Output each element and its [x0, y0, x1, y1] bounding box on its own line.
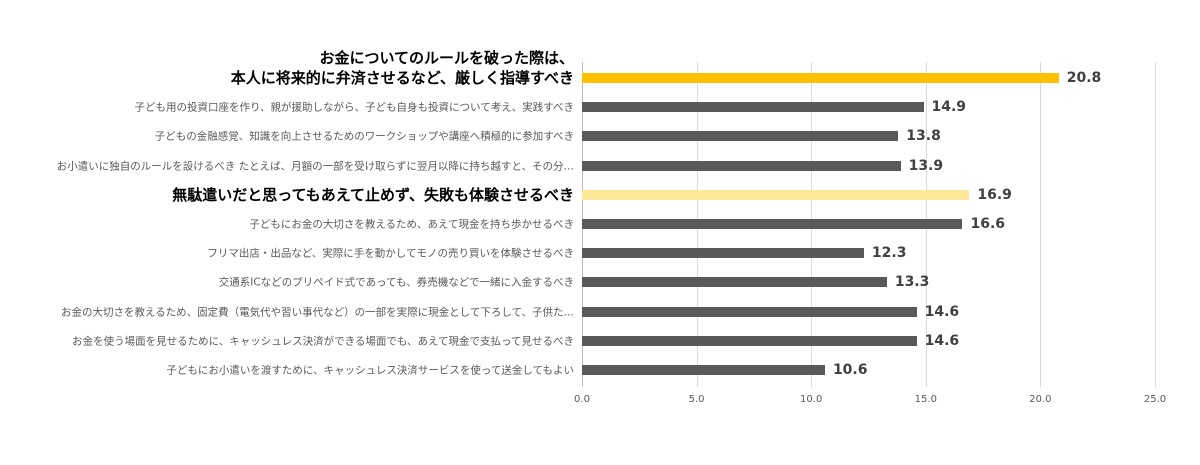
bar	[582, 306, 917, 317]
category-label: フリマ出店・出品など、実際に手を動かしてモノの売り買いを体験させるべき	[207, 247, 574, 260]
bar	[582, 335, 917, 346]
bar	[582, 219, 963, 229]
bar	[582, 189, 970, 200]
data-label: 10.6	[832, 362, 868, 378]
data-label: 12.3	[871, 245, 907, 262]
data-label: 14.6	[924, 332, 960, 349]
data-label: 16.9	[977, 186, 1012, 203]
bar	[582, 102, 924, 113]
x-tick-label: 0.0	[574, 394, 590, 405]
data-label: 14.6	[924, 303, 960, 320]
category-label: お金を使う場面を見せるために、キャッシュレス決済ができる場面でも、あえて現金で支…	[72, 335, 574, 348]
category-label: お金の大切さを教えるため、固定費（電気代や習い事代など）の一部を実際に現金として…	[60, 306, 574, 319]
x-tick-label: 5.0	[688, 394, 705, 405]
category-label: 交通系ICなどのプリペイド式であっても、券売機などで一緒に入金するべき	[218, 276, 574, 289]
category-label: お金についてのルールを破った際は、 本人に将来的に弁済させるなど、厳しく指導すべ…	[230, 49, 574, 87]
bar	[582, 365, 825, 375]
bar	[582, 131, 899, 142]
gridline	[1155, 62, 1156, 387]
category-label: 無駄遣いだと思ってもあえて止めず、失敗も体験させるべき	[172, 185, 574, 204]
category-label: お小遣いに独自のルールを設けるべき たとえば、月額の一部を受け取らずに翌月以降に…	[56, 160, 574, 173]
data-label: 13.9	[908, 157, 944, 174]
bar	[582, 277, 887, 288]
category-label: 子どもの金融感覚、知識を向上させるためのワークショップや講座へ積極的に参加すべき	[154, 130, 574, 143]
category-label: 子どもにお小遣いを渡すために、キャッシュレス決済サービスを使って送金してもよい	[166, 364, 574, 377]
x-tick-label: 20.0	[1029, 394, 1052, 405]
data-label: 14.9	[931, 99, 967, 116]
category-label: 子どもにお金の大切さを教えるため、あえて現金を持ち歩かせるべき	[249, 218, 574, 231]
x-tick-label: 15.0	[914, 394, 937, 405]
bar	[582, 248, 864, 259]
x-tick-label: 10.0	[800, 394, 823, 405]
category-label: 子ども用の投資口座を作り、親が援助しながら、子ども自身も投資について考え、実践す…	[134, 101, 574, 114]
bar	[582, 160, 901, 171]
data-label: 20.8	[1066, 70, 1102, 86]
data-label: 13.8	[906, 128, 941, 145]
gridline	[1040, 62, 1042, 387]
x-tick-label: 25.0	[1143, 394, 1167, 405]
data-label: 13.3	[894, 274, 930, 291]
bar	[582, 73, 1059, 83]
data-label: 16.6	[970, 216, 1006, 232]
